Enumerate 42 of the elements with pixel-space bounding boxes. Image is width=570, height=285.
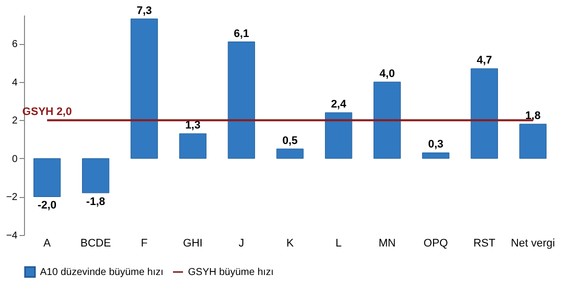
x-tick-label: L bbox=[336, 238, 342, 250]
bar bbox=[276, 148, 304, 159]
x-tick-label: Net vergi bbox=[510, 238, 555, 250]
x-tick-label: A bbox=[43, 238, 52, 250]
y-tick-label: 4 bbox=[12, 77, 18, 88]
x-tick-label: J bbox=[238, 238, 244, 250]
data-label: 6,1 bbox=[234, 28, 250, 40]
bar bbox=[324, 112, 352, 159]
y-tick-label: −4 bbox=[6, 230, 18, 242]
data-label: 7,3 bbox=[136, 4, 152, 17]
x-tick-label: GHI bbox=[183, 238, 203, 250]
y-tick-label: 0 bbox=[12, 154, 18, 165]
bar bbox=[422, 152, 450, 159]
data-label: 2,4 bbox=[330, 98, 348, 111]
bar bbox=[228, 42, 256, 159]
bar bbox=[33, 158, 61, 197]
y-tick-label: 6 bbox=[12, 39, 18, 50]
bar bbox=[130, 18, 158, 159]
data-label: 4,0 bbox=[380, 68, 395, 80]
x-tick-label: RST bbox=[473, 238, 496, 250]
data-label: 1,3 bbox=[185, 120, 200, 132]
legend-label: GSYH büyüme hızı bbox=[188, 267, 274, 278]
y-tick-label: −2 bbox=[6, 192, 18, 204]
y-tick-label: 2 bbox=[12, 116, 18, 127]
bar bbox=[179, 133, 206, 159]
bar bbox=[470, 68, 498, 159]
data-label: 4,7 bbox=[476, 54, 492, 67]
data-label: 1,8 bbox=[525, 110, 541, 122]
bar bbox=[374, 82, 401, 159]
bar bbox=[519, 124, 547, 159]
legend-label: A10 düzevinde büyüme hızı bbox=[40, 267, 164, 278]
x-tick-label: MN bbox=[378, 238, 396, 250]
annotation: GSYH 2,0 bbox=[22, 106, 72, 118]
x-tick-label: F bbox=[140, 238, 148, 250]
data-label: 0,3 bbox=[428, 138, 444, 151]
x-tick-label: K bbox=[286, 238, 294, 250]
data-label: -2,0 bbox=[38, 200, 57, 212]
bar bbox=[82, 158, 110, 194]
data-label: -1,8 bbox=[86, 196, 106, 208]
data-label: 0,5 bbox=[282, 134, 298, 147]
x-tick-label: OPQ bbox=[424, 238, 448, 250]
x-tick-label: BCDE bbox=[80, 238, 111, 250]
